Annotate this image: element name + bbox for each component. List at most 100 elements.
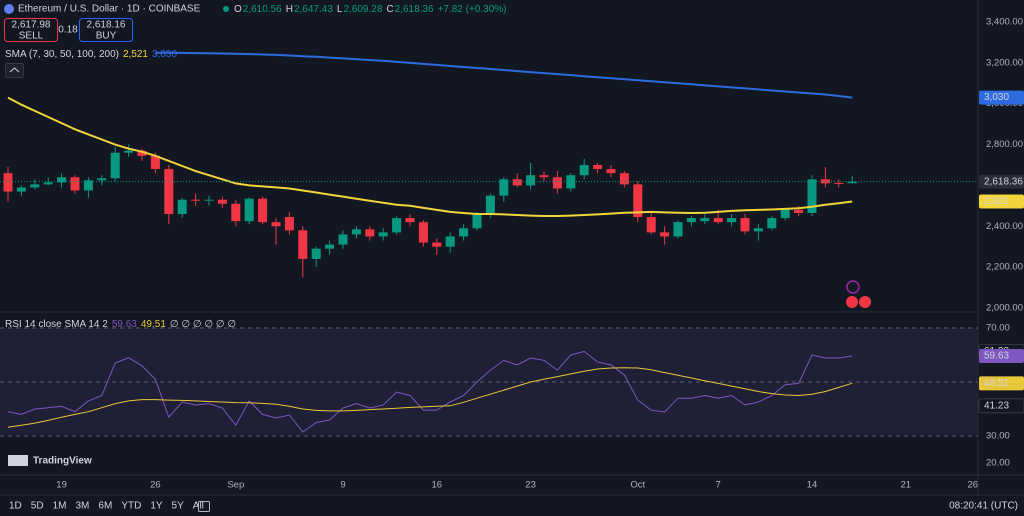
candle-body xyxy=(847,181,857,184)
x-tick-label: 9 xyxy=(340,480,345,491)
event-icon[interactable] xyxy=(846,280,860,294)
candle-body xyxy=(713,218,723,223)
buy-button[interactable] xyxy=(79,18,133,42)
candle-body xyxy=(83,180,93,191)
event-icon[interactable] xyxy=(859,296,871,308)
range-button[interactable]: 5Y xyxy=(172,501,185,512)
candle-body xyxy=(619,173,629,185)
candle-body xyxy=(110,152,120,179)
candle-body xyxy=(244,198,254,222)
x-tick-label: Oct xyxy=(630,480,645,491)
ohlc-label: C xyxy=(386,4,393,15)
y-tick-label: 2,800.00 xyxy=(986,139,1023,150)
candle-body xyxy=(552,177,562,189)
rsi-axis-badge-bg xyxy=(978,398,1024,414)
candle-body xyxy=(311,248,321,259)
candle-body xyxy=(593,164,603,170)
sell-button[interactable] xyxy=(4,18,58,42)
candle-body xyxy=(70,177,80,191)
buy-label: BUY xyxy=(96,31,117,42)
x-tick-label: 26 xyxy=(968,480,979,491)
candle-body xyxy=(646,217,656,233)
candle-body xyxy=(298,230,308,259)
rsi-value: 59.63 xyxy=(112,319,137,330)
candle-body xyxy=(258,198,268,223)
event-icon[interactable] xyxy=(846,296,858,308)
plot-layer: 3,400.003,200.003,000.002,800.002,400.00… xyxy=(0,17,1024,491)
sma-badge-bg xyxy=(979,194,1024,209)
ohlc-value: 2,609.28 xyxy=(343,4,382,15)
coin-icon xyxy=(4,4,14,14)
rsi-badge: 49.51 xyxy=(984,378,1009,389)
candle-body xyxy=(405,218,415,223)
sma-badge: 3,030 xyxy=(984,92,1009,103)
y-tick-label: 2,400.00 xyxy=(986,221,1023,232)
rsi-title: RSI 14 close SMA 14 2 xyxy=(5,319,108,330)
range-button[interactable]: 5D xyxy=(31,501,44,512)
y-tick-label: 20.00 xyxy=(986,458,1010,469)
y-tick-label: 2,000.00 xyxy=(986,302,1023,313)
candle-body xyxy=(633,184,643,218)
indicator-value: 3,030 xyxy=(152,49,177,60)
candle-body xyxy=(472,213,482,229)
candle-body xyxy=(700,218,710,222)
rsi-line xyxy=(7,367,853,428)
ohlc-label: O xyxy=(234,4,242,15)
rsi-badge-bg xyxy=(979,376,1024,391)
candle-body xyxy=(686,218,696,223)
candle-body xyxy=(30,184,40,188)
rsi-extra: ∅ ∅ ∅ ∅ ∅ ∅ xyxy=(170,319,236,330)
range-button[interactable]: 3M xyxy=(76,501,90,512)
y-tick-label: 3,400.00 xyxy=(986,17,1023,28)
y-tick-label: 30.00 xyxy=(986,431,1010,442)
candle-body xyxy=(217,199,227,204)
candle-body xyxy=(338,234,348,245)
last-price-badge-bg xyxy=(979,174,1024,189)
ohlc-value: 2,647.43 xyxy=(294,4,333,15)
candle-body xyxy=(378,232,388,237)
clock: 08:20:41 (UTC) xyxy=(949,501,1018,512)
range-button[interactable]: YTD xyxy=(121,501,141,512)
indicator-legend: SMA (7, 30, 50, 100, 200) 2,521 3,030 xyxy=(5,49,177,60)
rsi-badge: 59.63 xyxy=(984,351,1009,362)
sell-price: 2,617.98 xyxy=(12,20,51,31)
rsi-axis-badge: 41.23 xyxy=(984,400,1009,411)
range-button[interactable]: 1D xyxy=(9,501,22,512)
candle-body xyxy=(539,175,549,178)
x-tick-label: 16 xyxy=(432,480,443,491)
candle-body xyxy=(351,229,361,235)
candle-body xyxy=(43,182,53,185)
candle-body xyxy=(164,169,174,214)
buy-price: 2,618.16 xyxy=(87,20,126,31)
candle-body xyxy=(579,164,589,176)
rsi-line xyxy=(7,350,853,433)
collapse-icon xyxy=(9,67,20,73)
x-tick-label: 14 xyxy=(807,480,818,491)
candle-body xyxy=(150,155,160,170)
range-toolbar: 1D 5D 1M 3M 6M YTD 1Y 5Y All xyxy=(9,501,204,512)
rsi-sma-value: 49.51 xyxy=(141,319,166,330)
candle-body xyxy=(485,195,495,214)
range-button[interactable]: 1M xyxy=(53,501,67,512)
sma-badge: 2,521 xyxy=(984,196,1009,207)
range-button[interactable]: 1Y xyxy=(150,501,163,512)
sell-label: SELL xyxy=(19,31,44,42)
candle-body xyxy=(16,187,26,192)
candle-body xyxy=(794,209,804,213)
collapse-button[interactable] xyxy=(5,63,24,78)
candle-body xyxy=(445,236,455,247)
candle-body xyxy=(727,218,737,223)
candle-body xyxy=(325,244,335,249)
candle-body xyxy=(57,177,67,183)
calendar-icon[interactable] xyxy=(198,501,210,512)
y-tick-label: 2,200.00 xyxy=(986,262,1023,273)
candle-body xyxy=(499,179,509,196)
range-button[interactable]: 6M xyxy=(98,501,112,512)
y-tick-label: 3,200.00 xyxy=(986,57,1023,68)
candle-body xyxy=(3,173,13,192)
brand-name: TradingView xyxy=(33,456,92,467)
x-tick-label: Sep xyxy=(227,480,244,491)
x-tick-label: 19 xyxy=(56,480,67,491)
candle-body xyxy=(392,218,402,233)
